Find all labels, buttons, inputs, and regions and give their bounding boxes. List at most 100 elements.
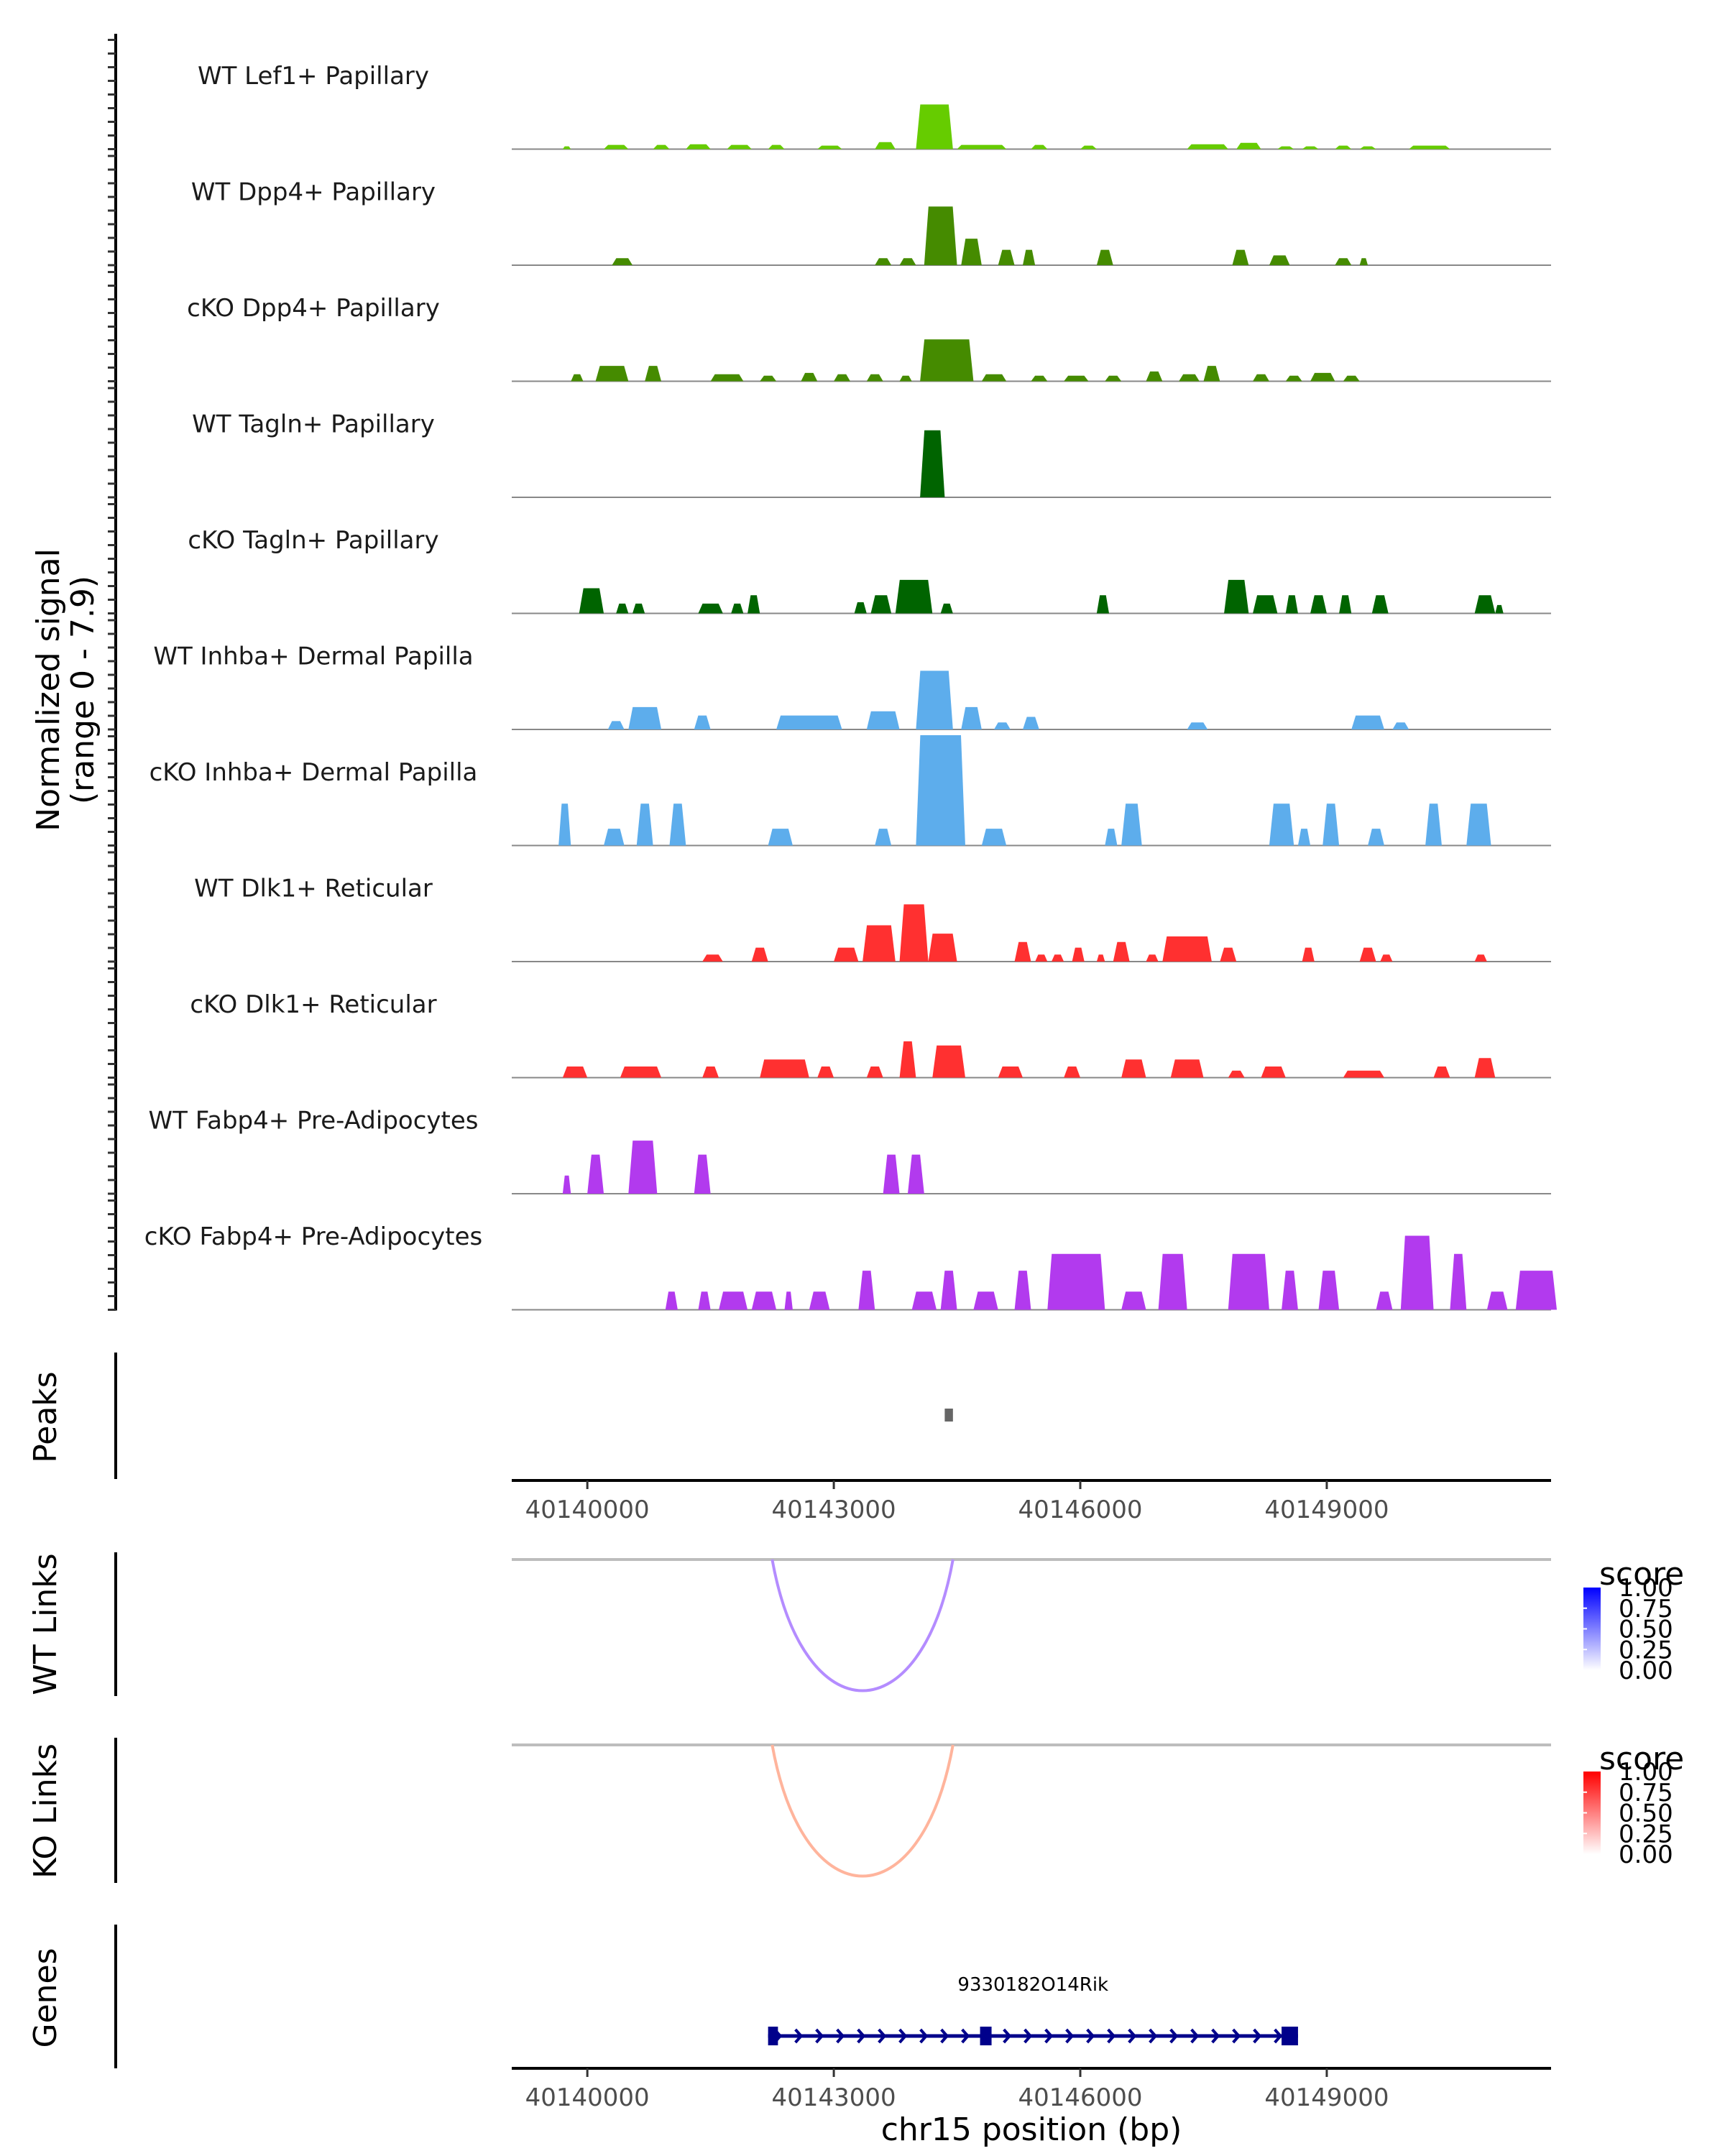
signal-peak: [1486, 1291, 1508, 1310]
signal-peak: [1310, 372, 1335, 382]
legend-tick-label: 0.75: [1619, 1595, 1673, 1623]
signal-peak: [1158, 1253, 1187, 1310]
signal-peak: [899, 258, 916, 265]
signal-peak: [558, 803, 571, 846]
strand-arrow: [1128, 2028, 1137, 2044]
signal-peak: [973, 1291, 998, 1310]
signal-peak: [1064, 1066, 1081, 1078]
signal-peak: [1022, 717, 1039, 729]
legend-tick-label: 0.00: [1619, 1657, 1673, 1685]
x-axis-top: 40140000 40143000 40146000 40149000: [512, 1479, 1551, 1524]
signal-peak: [768, 144, 785, 149]
signal-peak: [1022, 249, 1036, 265]
signal-peak: [1376, 1291, 1393, 1310]
signal-peak: [1371, 595, 1389, 614]
signal-peak: [1105, 375, 1122, 382]
signal-peak: [607, 721, 625, 729]
x-tick-label: 40146000: [1018, 1496, 1142, 1524]
signal-peak: [875, 829, 892, 846]
signal-peak: [866, 711, 900, 729]
signal-track: WT Lef1+ Papillary: [198, 62, 1551, 150]
signal-peak: [686, 144, 711, 149]
signal-peak: [1170, 1059, 1204, 1078]
signal-peak: [1474, 1058, 1496, 1078]
signal-peak: [604, 829, 625, 846]
legend-tick-label: 0.50: [1619, 1800, 1673, 1828]
legend-tick-label: 0.50: [1619, 1616, 1673, 1644]
ko-legend-title: score: [1599, 1741, 1684, 1777]
signal-peak: [698, 1291, 711, 1310]
track-label: WT Dlk1+ Reticular: [194, 874, 433, 903]
signal-peak: [1080, 145, 1097, 149]
signal-peak: [920, 339, 974, 382]
signal-peak: [817, 1066, 834, 1078]
signal-peak: [858, 1271, 875, 1310]
signal-peak: [1474, 954, 1487, 962]
ko-links-legend: score 1.000.750.500.250.00: [1583, 1741, 1684, 1869]
peaks-track: [944, 1409, 953, 1422]
signal-peak: [1269, 255, 1290, 265]
strand-arrow: [1024, 2028, 1033, 2044]
signal-peak: [1425, 803, 1442, 846]
signal-track: cKO Tagln+ Papillary: [188, 526, 1551, 614]
signal-peak: [899, 375, 912, 382]
strand-arrow: [898, 2028, 908, 2044]
wt-legend-title: score: [1599, 1556, 1684, 1593]
signal-peak: [620, 1066, 662, 1078]
strand-arrow: [836, 2028, 845, 2044]
signal-peak: [1253, 374, 1269, 382]
signal-peak: [632, 603, 645, 614]
track-label: cKO Fabp4+ Pre-Adipocytes: [144, 1222, 483, 1251]
signal-peak: [612, 258, 633, 265]
legend-tick-label: 0.00: [1619, 1841, 1673, 1869]
track-label: WT Fabp4+ Pre-Adipocytes: [149, 1106, 479, 1135]
signal-track: cKO Fabp4+ Pre-Adipocytes: [144, 1222, 1558, 1311]
signal-peak: [1096, 249, 1113, 265]
genes-track: 9330182O14Rik: [768, 1974, 1298, 2045]
signal-peak: [1343, 375, 1360, 382]
signal-peak: [616, 603, 629, 614]
signal-peak: [1495, 604, 1504, 614]
track-label: WT Dpp4+ Papillary: [191, 178, 436, 206]
signal-peak: [784, 1291, 793, 1310]
exon-block: [768, 2027, 778, 2045]
gene-name-label: 9330182O14Rik: [957, 1974, 1108, 1996]
signal-peak: [1031, 144, 1048, 149]
legend-tick-label: 0.25: [1619, 1820, 1673, 1848]
link-arc: [770, 1744, 954, 1878]
signal-peak: [604, 144, 629, 149]
strand-arrow: [1044, 2028, 1054, 2044]
signal-peak: [961, 239, 982, 265]
signal-peak: [1318, 1271, 1340, 1310]
signal-y-axis: [108, 34, 117, 1311]
strand-arrow: [794, 2028, 804, 2044]
signal-ylabel-line2: (range 0 - 7.9): [65, 576, 101, 804]
signal-peak: [854, 602, 867, 614]
signal-peak: [928, 934, 957, 962]
signal-peak: [862, 925, 896, 962]
signal-track: WT Inhba+ Dermal Papilla: [153, 642, 1551, 730]
wt-links-legend: score 1.000.750.500.250.00: [1583, 1556, 1684, 1685]
signal-peak: [916, 104, 953, 149]
exon-block: [1282, 2027, 1298, 2045]
strand-arrow: [1190, 2028, 1200, 2044]
x-axis-title: chr15 position (bp): [881, 2111, 1182, 2148]
signal-peak: [628, 1141, 658, 1194]
signal-peak: [702, 954, 723, 962]
signal-peak: [669, 803, 686, 846]
strand-arrow: [1003, 2028, 1012, 2044]
legend-tick-label: 1.00: [1619, 1574, 1673, 1603]
signal-peak: [562, 1066, 588, 1078]
strand-arrow: [1211, 2028, 1220, 2044]
signal-peak: [1310, 595, 1327, 614]
signal-peak: [895, 579, 933, 614]
signal-peak: [981, 374, 1007, 382]
signal-peak: [1343, 1070, 1384, 1078]
signal-peak: [993, 722, 1011, 729]
x-tick-label: 40140000: [525, 2083, 650, 2112]
signal-peak: [1121, 803, 1142, 846]
signal-peak: [653, 144, 670, 149]
x-tick-label: 40143000: [772, 2083, 896, 2112]
signal-peak: [1302, 947, 1315, 962]
